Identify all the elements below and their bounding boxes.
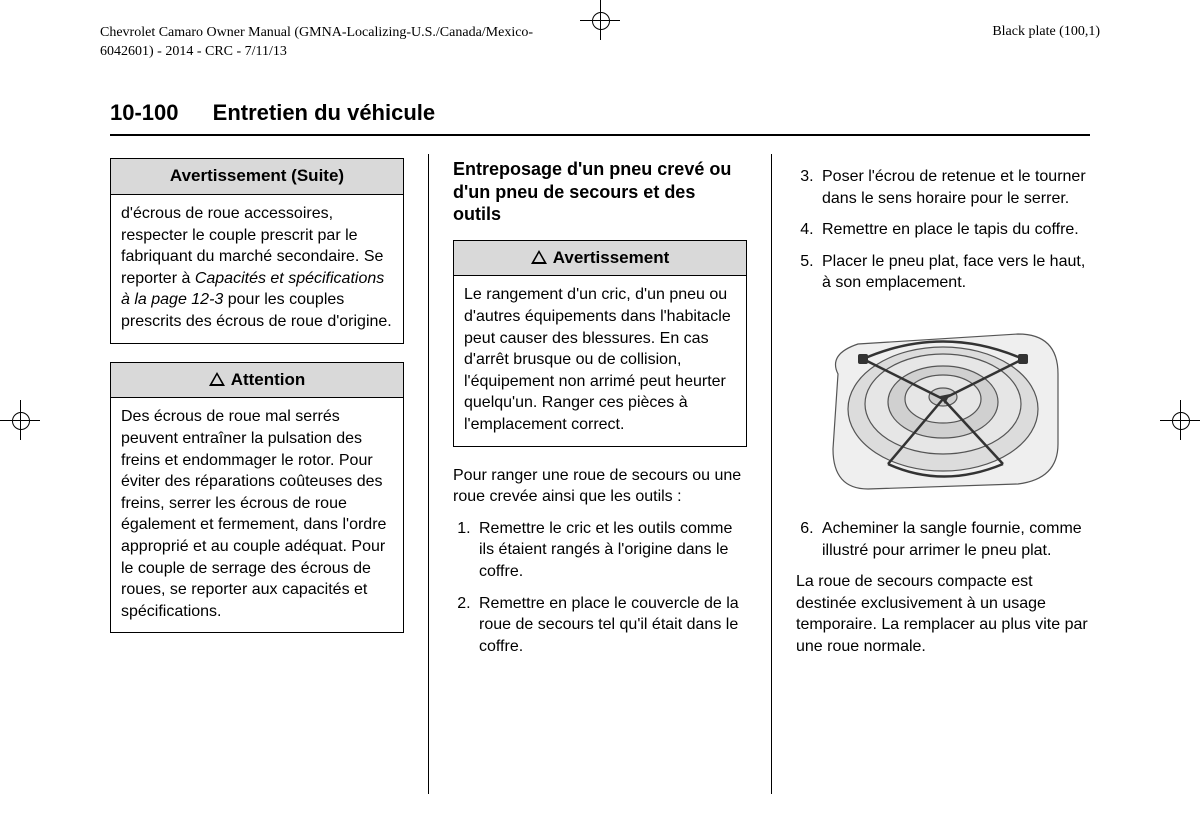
closing-paragraph: La roue de secours compacte est destinée… <box>796 571 1090 657</box>
step-6: Acheminer la sangle fournie, comme illus… <box>818 518 1090 561</box>
page-title-text: Entretien du véhicule <box>213 100 436 125</box>
attention-title-text: Attention <box>231 370 306 389</box>
attention-title: Attention <box>111 363 403 399</box>
column-1: Avertissement (Suite) d'écrous de roue a… <box>110 158 404 794</box>
warning-body: Le rangement d'un cric, d'un pneu ou d'a… <box>454 276 746 445</box>
warning-continued-box: Avertissement (Suite) d'écrous de roue a… <box>110 158 404 344</box>
column-2: Entreposage d'un pneu crevé ou d'un pneu… <box>453 158 747 794</box>
warning-box: Avertissement Le rangement d'un cric, d'… <box>453 240 747 447</box>
tire-strap-illustration <box>808 304 1078 504</box>
header-left: Chevrolet Camaro Owner Manual (GMNA-Loca… <box>100 24 533 62</box>
warning-continued-body: d'écrous de roue accessoires, respecter … <box>111 195 403 343</box>
crop-mark-left <box>6 406 34 434</box>
columns: Avertissement (Suite) d'écrous de roue a… <box>110 158 1090 794</box>
page-number: 10-100 <box>110 100 179 125</box>
step-3: Poser l'écrou de retenue et le tourner d… <box>818 166 1090 209</box>
content-area: 10-100 Entretien du véhicule Avertisseme… <box>110 100 1090 810</box>
step-4: Remettre en place le tapis du coffre. <box>818 219 1090 241</box>
header-meta: Chevrolet Camaro Owner Manual (GMNA-Loca… <box>100 24 1100 62</box>
header-left-line1: Chevrolet Camaro Owner Manual (GMNA-Loca… <box>100 25 533 40</box>
attention-box: Attention Des écrous de roue mal serrés … <box>110 362 404 634</box>
col-divider-1 <box>428 154 429 794</box>
column-3: Poser l'écrou de retenue et le tourner d… <box>796 158 1090 794</box>
attention-body: Des écrous de roue mal serrés peuvent en… <box>111 398 403 632</box>
header-left-line2: 6042601) - 2014 - CRC - 7/11/13 <box>100 44 287 59</box>
steps-list-b: Poser l'écrou de retenue et le tourner d… <box>796 166 1090 294</box>
warning-title: Avertissement <box>454 241 746 277</box>
page-title: 10-100 Entretien du véhicule <box>110 100 1090 136</box>
warning-continued-title: Avertissement (Suite) <box>111 159 403 195</box>
storage-intro: Pour ranger une roue de secours ou une r… <box>453 465 747 508</box>
col-divider-2 <box>771 154 772 794</box>
warning-triangle-icon <box>209 372 225 386</box>
step-1: Remettre le cric et les outils comme ils… <box>475 518 747 583</box>
warning-title-text: Avertissement <box>553 248 670 267</box>
manual-page: Chevrolet Camaro Owner Manual (GMNA-Loca… <box>0 0 1200 840</box>
step-5: Placer le pneu plat, face vers le haut, … <box>818 251 1090 294</box>
steps-list-a: Remettre le cric et les outils comme ils… <box>453 518 747 658</box>
warning-triangle-icon <box>531 250 547 264</box>
storage-heading: Entreposage d'un pneu crevé ou d'un pneu… <box>453 158 747 226</box>
step-2: Remettre en place le couvercle de la rou… <box>475 593 747 658</box>
steps-list-c: Acheminer la sangle fournie, comme illus… <box>796 518 1090 561</box>
header-right: Black plate (100,1) <box>992 24 1100 62</box>
crop-mark-right <box>1166 406 1194 434</box>
